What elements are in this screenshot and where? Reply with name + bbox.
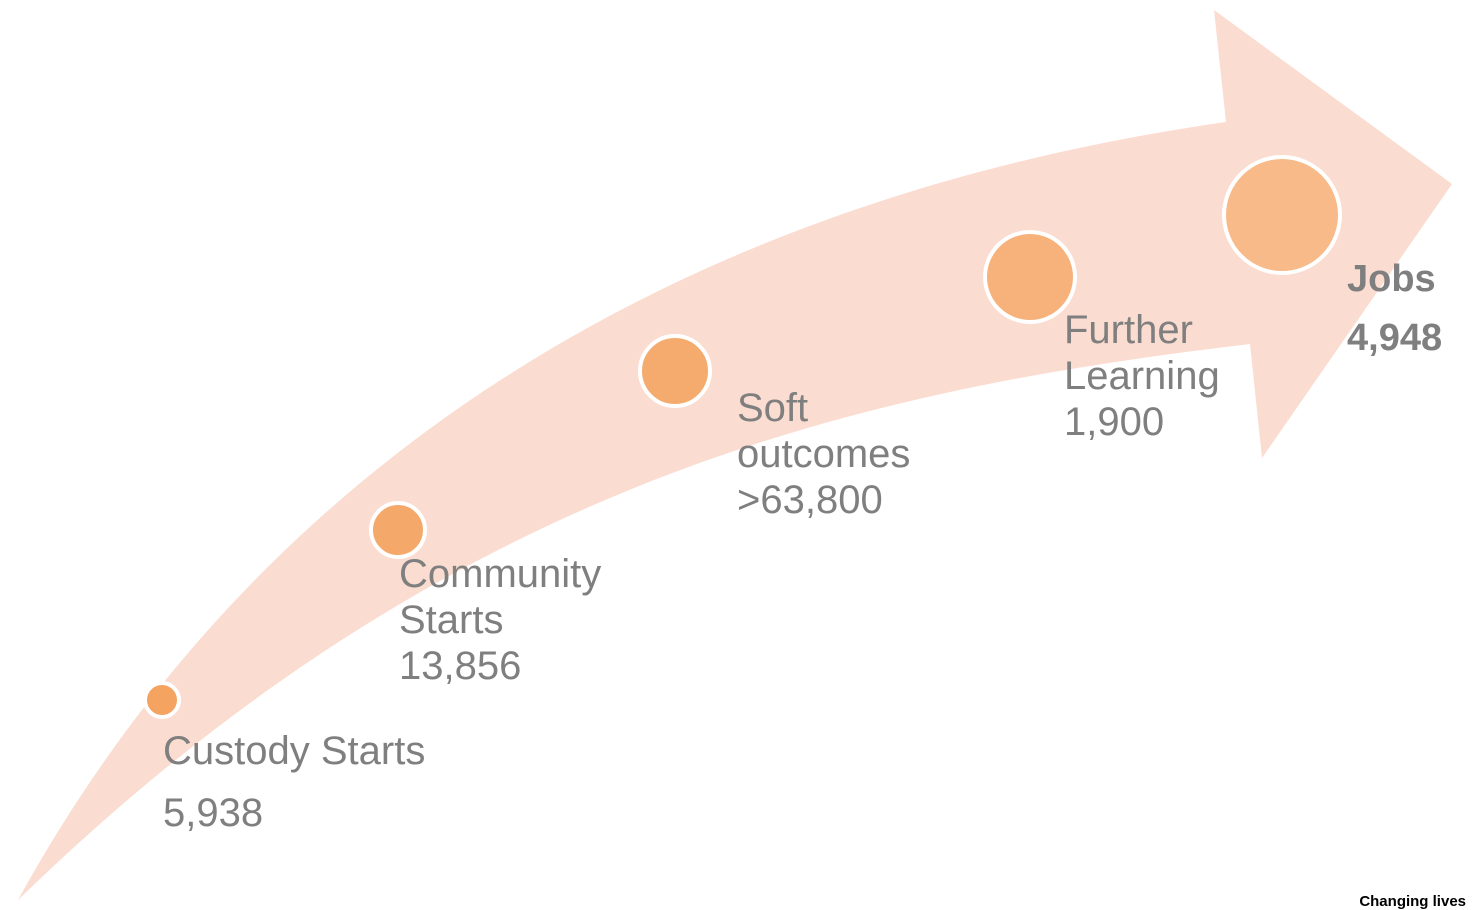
milestone-dot-jobs (1222, 155, 1342, 275)
label-title-line-2: Learning (1064, 354, 1220, 398)
label-community-starts: Community Starts 13,856 (399, 551, 601, 689)
label-value: 1,900 (1064, 400, 1165, 444)
milestone-dot-custody (143, 681, 181, 719)
milestone-dot-soft-outcomes (638, 334, 712, 408)
label-custody-starts: Custody Starts 5,938 (163, 728, 425, 836)
milestone-dot-further-learning (983, 230, 1077, 324)
label-title-line-1: Soft (737, 386, 809, 430)
label-title-line-2: outcomes (737, 432, 911, 476)
curved-arrow (18, 10, 1452, 900)
label-value: 13,856 (399, 644, 522, 688)
footer-tagline: Changing lives (1359, 893, 1466, 910)
label-title-line-2: Starts (399, 598, 504, 642)
label-title: Custody Starts (163, 729, 426, 773)
label-value: 4,948 (1347, 316, 1443, 359)
label-jobs: Jobs 4,948 (1347, 250, 1442, 368)
label-title-line-1: Further (1064, 308, 1193, 352)
label-title-line-1: Community (399, 552, 602, 596)
label-title: Jobs (1347, 258, 1436, 300)
label-soft-outcomes: Soft outcomes >63,800 (737, 385, 910, 523)
label-further-learning: Further Learning 1,900 (1064, 307, 1220, 445)
label-value: 5,938 (163, 791, 264, 835)
label-value: >63,800 (737, 478, 883, 522)
milestone-dot-community (369, 501, 427, 559)
